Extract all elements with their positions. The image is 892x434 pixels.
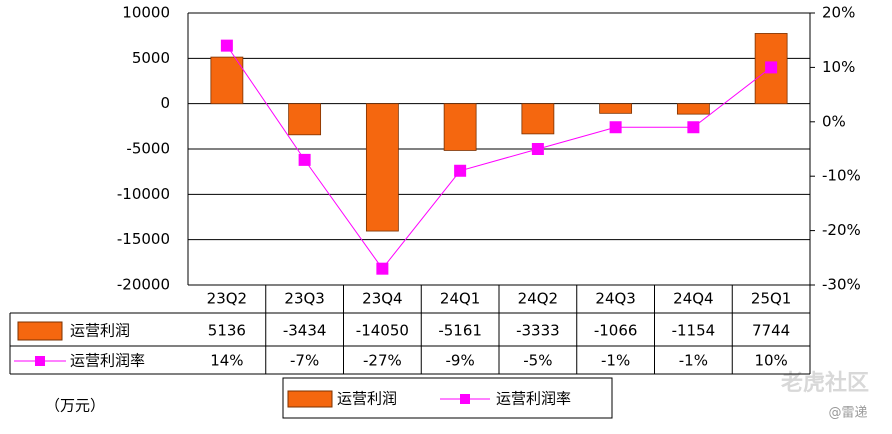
table-value: -1%	[601, 352, 630, 370]
y2-tick-label: -30%	[822, 276, 861, 294]
table-value: -1154	[672, 322, 716, 340]
legend-key	[17, 321, 63, 341]
unit-label: （万元）	[45, 397, 105, 415]
x-tick-label: 23Q2	[207, 290, 247, 308]
table-value: -1%	[679, 352, 708, 370]
table-value: -3434	[283, 322, 327, 340]
line-marker	[376, 262, 389, 275]
table-value: -5%	[523, 352, 552, 370]
line-marker	[454, 164, 467, 177]
legend-box	[282, 377, 613, 419]
y-tick-label: 5000	[132, 49, 170, 67]
y2-tick-label: 0%	[822, 112, 846, 130]
y2-tick-label: 20%	[822, 4, 855, 22]
bar	[210, 56, 244, 105]
x-tick-label: 23Q3	[284, 290, 324, 308]
table-value: -27%	[363, 352, 402, 370]
line-marker	[298, 153, 311, 166]
bar	[365, 103, 399, 232]
y-tick-label: 0	[160, 94, 170, 112]
y2-tick-label: 10%	[822, 58, 855, 76]
row-label: 运营利润	[70, 322, 130, 340]
y2-tick-label: -10%	[822, 167, 861, 185]
legend-label: 运营利润	[337, 390, 397, 408]
row-label: 运营利润率	[70, 352, 145, 370]
table-value: 14%	[210, 352, 243, 370]
legend-key	[287, 390, 333, 408]
y2-tick-label: -20%	[822, 221, 861, 239]
watermark-sub: @雷递	[828, 406, 867, 421]
line-marker	[765, 61, 778, 74]
bar	[443, 103, 477, 151]
y-tick-label: -20000	[117, 276, 170, 294]
line-marker	[220, 39, 233, 52]
table-value: 7744	[752, 322, 790, 340]
table-value: -7%	[290, 352, 319, 370]
line-marker	[687, 121, 700, 134]
line-marker	[609, 121, 622, 134]
legend-label: 运营利润率	[496, 390, 571, 408]
bar	[676, 103, 710, 115]
x-tick-label: 25Q1	[751, 290, 791, 308]
table-value: 10%	[754, 352, 787, 370]
bar	[288, 103, 322, 136]
table-value: -3333	[516, 322, 560, 340]
table-value: -5161	[438, 322, 482, 340]
y-tick-label: -5000	[126, 140, 170, 158]
x-tick-label: 24Q2	[518, 290, 558, 308]
x-tick-label: 24Q1	[440, 290, 480, 308]
x-tick-label: 24Q4	[673, 290, 713, 308]
line-marker	[531, 143, 544, 155]
table-value: -14050	[356, 322, 409, 340]
y-tick-label: -15000	[117, 230, 170, 248]
table-value: 5136	[208, 322, 246, 340]
x-tick-label: 24Q3	[595, 290, 635, 308]
line	[226, 45, 772, 270]
x-tick-label: 23Q4	[362, 290, 402, 308]
table-value: -9%	[446, 352, 475, 370]
legend-key	[460, 394, 470, 404]
legend-key	[35, 356, 45, 366]
bar	[521, 103, 555, 135]
y-tick-label: -10000	[117, 185, 170, 203]
bar	[599, 103, 633, 114]
y-tick-label: 10000	[122, 4, 170, 22]
table-value: -1066	[594, 322, 638, 340]
